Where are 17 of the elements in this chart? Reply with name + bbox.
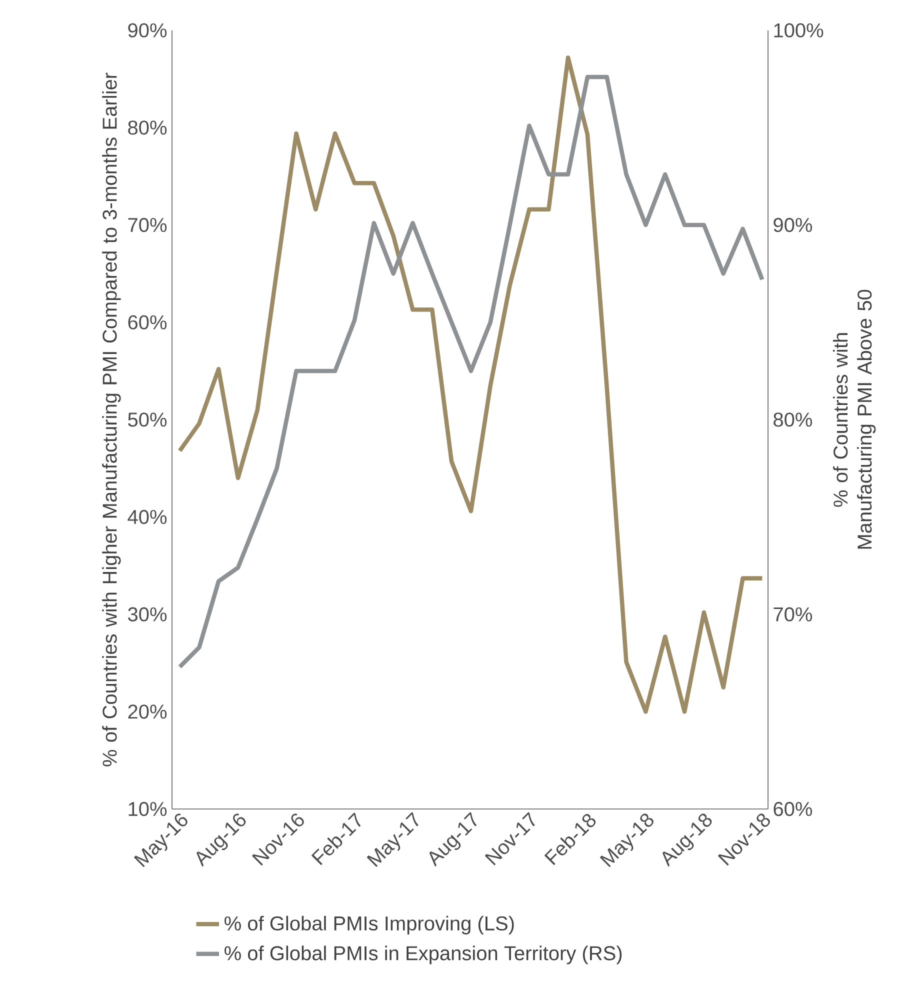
y-tick-label: 30% [128,607,167,622]
y-tick-label: 80% [128,120,167,135]
y-axis-title: % of Countries with Higher Manufacturing PMI Compared to 3-months Earlier [102,72,121,766]
y2-tick-label: 80% [774,412,812,427]
y2-tick-label: 100% [774,23,824,38]
y2-tick-label: 90% [774,218,812,232]
y-tick-label: 90% [128,23,167,38]
y2-tick-label: 70% [774,607,812,622]
y2-axis-title: % of Countries with Manufacturing PMI Above 50 [833,290,876,549]
y-tick-label: 70% [128,218,167,232]
y-tick-label: 20% [128,704,167,719]
y-tick-label: 40% [128,510,167,524]
y2-tick-label: 60% [774,802,812,816]
legend-label: % of Global PMIs in Expansion Territory (RS) [224,946,622,964]
y-tick-label: 50% [128,412,167,427]
y-tick-label: 60% [128,315,167,330]
legend-label: % of Global PMIs Improving (LS) [224,916,514,934]
